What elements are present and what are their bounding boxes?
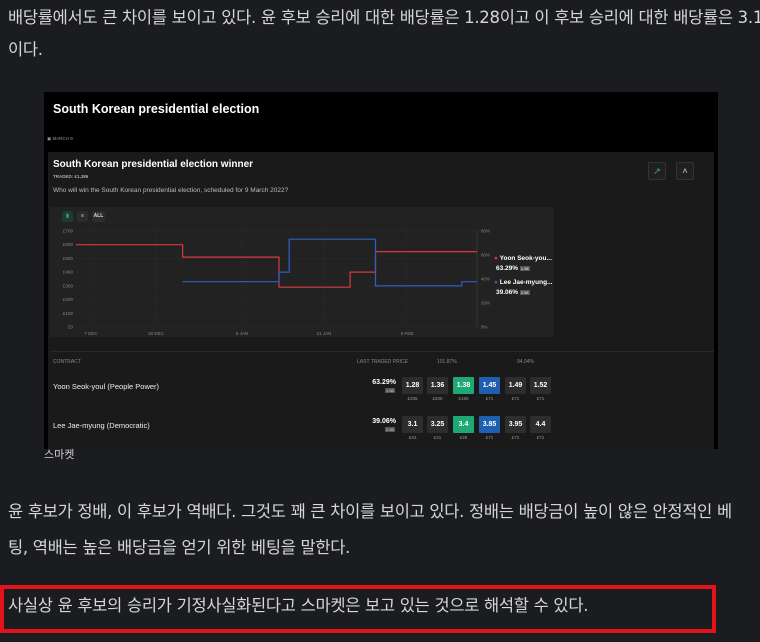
image-caption: 스마켓: [44, 448, 75, 461]
legend-value: 39.06% 2.56: [496, 289, 530, 296]
highlight-box: [0, 585, 716, 633]
x-tick-label: 20 DEC: [148, 331, 165, 336]
x-tick-label: 6 FEB: [401, 331, 414, 336]
legend-series-name: Yoon Seok-you...: [499, 255, 552, 262]
back-price-button[interactable]: 3.4: [453, 416, 474, 433]
last-traded-header: LAST TRADED PRICE: [357, 359, 408, 365]
smarkets-screenshot: South Korean presidential election ▣ MAR…: [44, 92, 718, 449]
legend-series-name: Lee Jae-myung...: [499, 279, 553, 286]
odds-badge: 2.56: [385, 427, 395, 432]
back-price-button[interactable]: 1.28: [402, 377, 423, 394]
line-chart-icon: ↗: [653, 166, 661, 176]
lay-price-button[interactable]: 1.49: [505, 377, 526, 394]
last-traded-percent: 63.29%: [372, 379, 396, 386]
y-right-tick-label: 80%: [481, 229, 490, 234]
range-all-button[interactable]: ALL: [92, 211, 105, 222]
divider: [50, 351, 714, 352]
y-left-tick-label: £600: [63, 242, 74, 247]
lay-percent-header: 94.94%: [517, 359, 534, 365]
contract-header: CONTRACT: [53, 359, 81, 365]
legend-item: ● Lee Jae-myung...: [494, 279, 553, 286]
legend-item: ● Yoon Seok-you...: [494, 255, 552, 262]
y-left-tick-label: £200: [63, 297, 74, 302]
available-amount: £71: [536, 396, 545, 401]
available-amount: £71: [536, 435, 545, 440]
available-amount: £71: [511, 396, 520, 401]
legend-value: 63.29% 1.58: [496, 265, 530, 272]
market-question: Who will win the South Korean presidenti…: [53, 187, 289, 194]
y-left-tick-label: £100: [63, 311, 74, 316]
back-price-button[interactable]: 1.38: [453, 377, 474, 394]
bar-chart-icon: ▮: [66, 213, 69, 219]
date-label: MARCH 9: [52, 136, 73, 141]
contract-name: Yoon Seok-youl (People Power): [53, 382, 160, 391]
available-amount: £255: [407, 396, 418, 401]
y-right-tick-label: 60%: [481, 253, 490, 258]
calendar-icon: ▣: [47, 136, 53, 141]
chevron-up-icon: ˄: [682, 166, 688, 176]
chart-toggle-button[interactable]: ↗: [648, 162, 666, 180]
sliders-icon: ≡: [81, 213, 84, 219]
y-left-tick-label: £0: [68, 325, 74, 330]
legend-dot-icon: ●: [494, 255, 498, 262]
last-traded-percent: 39.06%: [372, 418, 396, 425]
available-amount: £72: [511, 435, 520, 440]
lay-price-button[interactable]: 1.52: [530, 377, 551, 394]
back-price-button[interactable]: 3.25: [427, 416, 448, 433]
available-amount: £34: [408, 435, 417, 440]
legend-percent: 39.06%: [496, 289, 519, 296]
back-price-button[interactable]: 1.36: [427, 377, 448, 394]
available-amount: £71: [485, 435, 494, 440]
available-amount: £195: [458, 396, 469, 401]
collapse-button[interactable]: ˄: [676, 162, 694, 180]
lay-price-button[interactable]: 4.4: [530, 416, 551, 433]
page-title: South Korean presidential election: [53, 102, 260, 116]
series-line: [182, 238, 477, 287]
available-amount: £31: [433, 435, 442, 440]
y-right-tick-label: 0%: [481, 325, 488, 330]
legend-badge: 2.56: [519, 290, 530, 295]
available-amount: £29: [459, 435, 468, 440]
event-date: ▣ MARCH 9: [47, 136, 73, 142]
y-left-tick-label: £700: [63, 229, 74, 234]
lay-price-button[interactable]: 3.95: [505, 416, 526, 433]
x-tick-label: 7 DEC: [84, 331, 98, 336]
traded-amount: TRADED: £1,386: [53, 174, 89, 179]
available-amount: £71: [485, 396, 494, 401]
chart-plot: £700 £600 £500 £400 £300 £200 £100 £0 80% 60% 40% 2…: [63, 229, 490, 337]
x-tick-label: 5 JAN: [236, 331, 248, 336]
lay-price-button[interactable]: 1.45: [479, 377, 500, 394]
y-right-tick-label: 40%: [481, 277, 490, 282]
highlighted-paragraph: 사실상 윤 후보의 승리가 기정사실화된다고 스마켓은 보고 있는 것으로 해석…: [8, 596, 589, 615]
x-tick-label: 21 JAN: [317, 331, 332, 336]
legend-dot-icon: ●: [494, 279, 498, 286]
bar-chart-button[interactable]: ▮: [62, 211, 73, 222]
odds-badge: 1.58: [385, 388, 395, 393]
back-price-button[interactable]: 3.1: [402, 416, 423, 433]
legend-badge: 1.58: [519, 266, 530, 271]
available-amount: £205: [432, 396, 443, 401]
filter-button[interactable]: ≡: [77, 211, 88, 222]
lay-price-button[interactable]: 3.85: [479, 416, 500, 433]
series-line: [76, 244, 477, 288]
back-percent-header: 101.87%: [437, 359, 457, 365]
legend-percent: 63.29%: [496, 265, 519, 272]
article-paragraph: 윤 후보가 정배, 이 후보가 역배다. 그것도 꽤 큰 차이를 보이고 있다.…: [8, 502, 732, 557]
article-paragraph: 배당률에서도 큰 차이를 보이고 있다. 윤 후보 승리에 대한 배당률은 1.…: [8, 8, 760, 59]
y-right-tick-label: 20%: [481, 301, 490, 306]
y-left-tick-label: £400: [63, 270, 74, 275]
market-title: South Korean presidential election winne…: [53, 159, 254, 170]
contract-name: Lee Jae-myung (Democratic): [53, 421, 150, 430]
y-left-tick-label: £500: [63, 256, 74, 261]
y-left-tick-label: £300: [63, 283, 74, 288]
